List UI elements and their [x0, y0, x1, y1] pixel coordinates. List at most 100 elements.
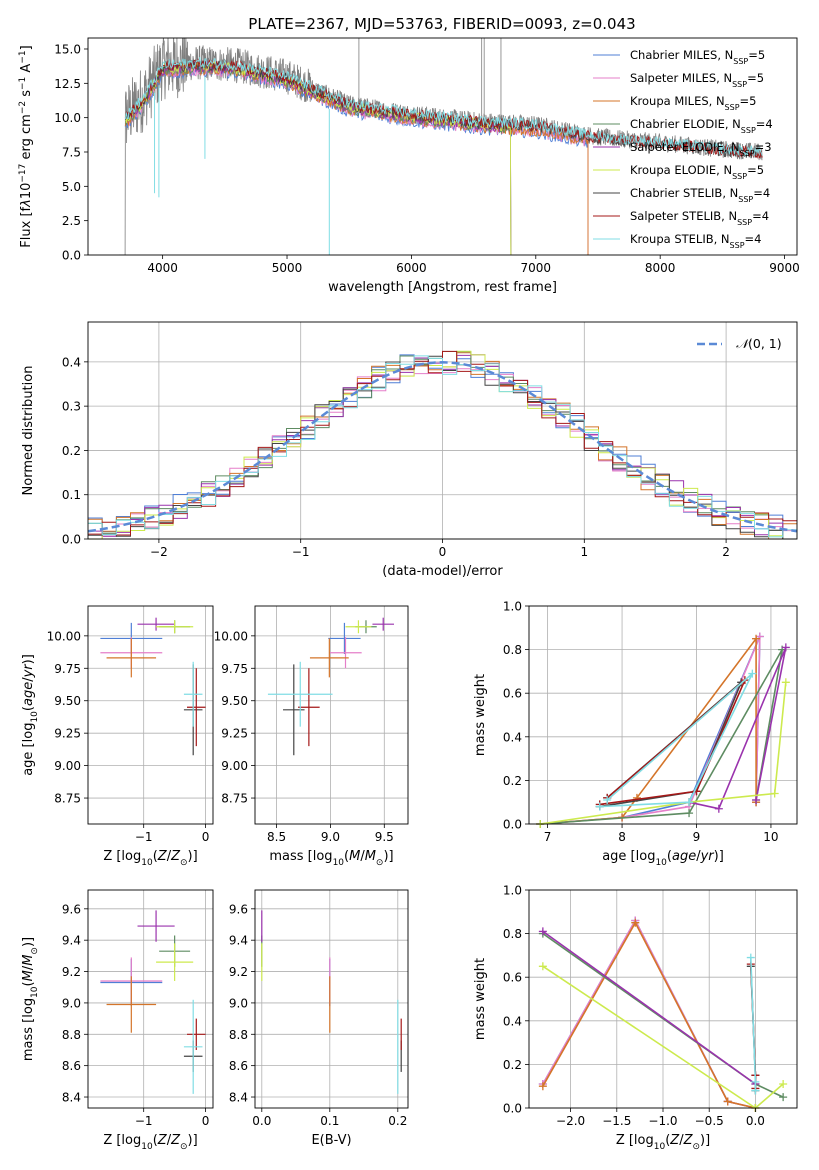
y-tick-label: 5.0	[62, 180, 81, 194]
plot-area-weight_vs_age	[536, 632, 790, 828]
y-tick-label: 9.75	[54, 662, 81, 676]
y-tick-label: 0.2	[62, 444, 81, 458]
x-tick-label: 6000	[396, 261, 427, 275]
weight-line-kroupa_elodie	[540, 682, 787, 825]
x-tick-label: −1	[135, 1114, 153, 1128]
errorbar-kroupa_miles	[309, 638, 349, 678]
legend-label: Chabrier STELIB, NSSP=4	[630, 186, 770, 204]
axes-frame	[87, 889, 214, 1109]
y-axis-label: Flux [fλ10−17 erg cm−2 s−1 A−1]	[18, 45, 34, 247]
panel-age_vs_mass: 8.5 9.0 9.5 8.75 9.00 9.25 9.50 9.75 10.00 mass […	[214, 605, 409, 868]
legend-label: Salpeter STELIB, NSSP=4	[630, 209, 769, 227]
x-tick-label: 9000	[769, 261, 800, 275]
y-tick-label: 10.0	[54, 111, 81, 125]
plus-marker	[752, 634, 761, 643]
x-tick-label: 7	[544, 830, 552, 844]
y-tick-label: 9.00	[221, 759, 248, 773]
y-tick-label: 9.2	[229, 965, 248, 979]
legend-label: Chabrier MILES, NSSP=5	[630, 48, 765, 66]
y-tick-label: 0.8	[503, 927, 522, 941]
y-tick-label: 8.75	[54, 792, 81, 806]
y-tick-label: 9.6	[229, 902, 248, 916]
errorbar-kroupa_elodie	[156, 943, 194, 981]
panel-spectrum: 4000 5000 6000 7000 8000 9000 0.0 2.5 5.0 7.5 10.0…	[18, 37, 800, 295]
x-tick-label: 7000	[521, 261, 552, 275]
plot-area-age_vs_Z	[100, 617, 206, 756]
x-tick-label: 2	[722, 545, 730, 559]
plus-marker	[685, 798, 694, 807]
x-tick-label: 9.5	[375, 830, 394, 844]
y-tick-label: 0.8	[503, 643, 522, 657]
panel-weight_vs_Z: −2.0 −1.5 −1.0 −0.5 0.0 0.0 0.2 0.4 0.6 0.8 1.0 Z […	[473, 884, 798, 1152]
x-tick-label: 8000	[645, 261, 676, 275]
plus-marker	[770, 789, 779, 798]
weight-line-salpeter_elodie	[542, 930, 756, 1085]
y-tick-label: 9.50	[54, 694, 81, 708]
errorbar-salpeter_stelib	[187, 1018, 206, 1050]
y-tick-label: 8.4	[229, 1091, 248, 1105]
x-tick-label: −1.5	[602, 1114, 631, 1128]
panel-mass_vs_ebv: 0.0 0.1 0.2 8.4 8.6 8.8 9.0 9.2 9.4 9.6 E(B-V)	[229, 889, 409, 1148]
y-tick-label: 1.0	[503, 884, 522, 898]
x-axis-label: Z [log10(Z/Z⊙)]	[103, 1133, 197, 1152]
x-tick-label: 1	[580, 545, 588, 559]
weight-line-chabrier_elodie	[540, 649, 783, 825]
figure-title: PLATE=2367, MJD=53763, FIBERID=0093, z=0…	[248, 15, 635, 33]
plot-area-age_vs_mass	[267, 617, 394, 756]
x-tick-label: 0.2	[388, 1114, 407, 1128]
y-tick-label: 8.4	[62, 1091, 81, 1105]
y-tick-label: 7.5	[62, 145, 81, 159]
y-tick-label: 8.6	[229, 1059, 248, 1073]
normal-curve	[87, 361, 798, 533]
x-tick-label: 4000	[147, 261, 178, 275]
axes-frame	[254, 605, 409, 825]
legend-label: Chabrier ELODIE, NSSP=4	[630, 117, 773, 135]
y-tick-label: 9.0	[62, 996, 81, 1010]
errorbar-kroupa_stelib	[267, 661, 333, 727]
plot-area-weight_vs_Z	[538, 916, 788, 1112]
chart-layer: 4000 5000 6000 7000 8000 90000.02.55.07.510.0…	[18, 37, 800, 1152]
plot-area-mass_vs_Z	[100, 910, 206, 1094]
x-tick-label: −1	[292, 545, 310, 559]
y-axis-label: mass weight	[473, 958, 488, 1040]
x-tick-label: 0	[439, 545, 447, 559]
x-tick-label: 0	[202, 830, 210, 844]
y-axis-label: mass [log10(M/M⊙)]	[21, 937, 40, 1061]
errorbar-kroupa_elodie	[345, 620, 372, 634]
weight-line-salpeter_elodie	[688, 647, 787, 810]
y-tick-label: 15.0	[54, 42, 81, 56]
errorbar-kroupa_stelib	[183, 999, 203, 1094]
errorbar-salpeter_stelib	[187, 668, 206, 747]
x-axis-label: wavelength [Angstrom, rest frame]	[328, 280, 557, 295]
plus-marker	[752, 796, 761, 805]
weight-line-kroupa_stelib	[599, 672, 754, 808]
panel-mass_vs_Z: −1 0 8.4 8.6 8.8 9.0 9.2 9.4 9.6 Z [log10(Z/Z⊙)] m…	[21, 889, 214, 1152]
y-tick-label: 0.0	[503, 1102, 522, 1116]
errorbar-salpeter_miles	[329, 637, 362, 669]
x-tick-label: 9.0	[321, 830, 340, 844]
plot-area-mass_vs_ebv	[261, 910, 402, 1094]
axes-frame	[528, 605, 798, 825]
x-tick-label: 0.0	[746, 1114, 765, 1128]
plus-marker	[595, 802, 604, 811]
y-tick-label: 8.8	[62, 1028, 81, 1042]
axes-frame	[87, 37, 798, 256]
y-tick-label: 9.50	[221, 694, 248, 708]
x-axis-label: Z [log10(Z/Z⊙)]	[616, 1133, 710, 1152]
plus-marker	[781, 643, 790, 652]
y-axis-label: Normed distribution	[21, 366, 36, 496]
model-spectrum-kroupa_stelib	[124, 56, 763, 158]
y-tick-label: 0.1	[62, 488, 81, 502]
y-tick-label: 12.5	[54, 77, 81, 91]
y-tick-label: 2.5	[62, 214, 81, 228]
errorbar-chabrier_stelib	[283, 664, 305, 756]
plus-marker	[779, 1093, 788, 1102]
plus-marker	[779, 1080, 788, 1089]
axes-frame	[87, 605, 214, 825]
y-tick-label: 0.2	[503, 774, 522, 788]
errorbar-salpeter_elodie	[372, 617, 394, 631]
errorbar-kroupa_stelib	[183, 661, 203, 727]
panel-age_vs_Z: −1 0 8.75 9.00 9.25 9.50 9.75 10.00 Z [log10(Z/Z…	[21, 605, 214, 868]
histogram-kroupa_stelib	[88, 355, 797, 538]
